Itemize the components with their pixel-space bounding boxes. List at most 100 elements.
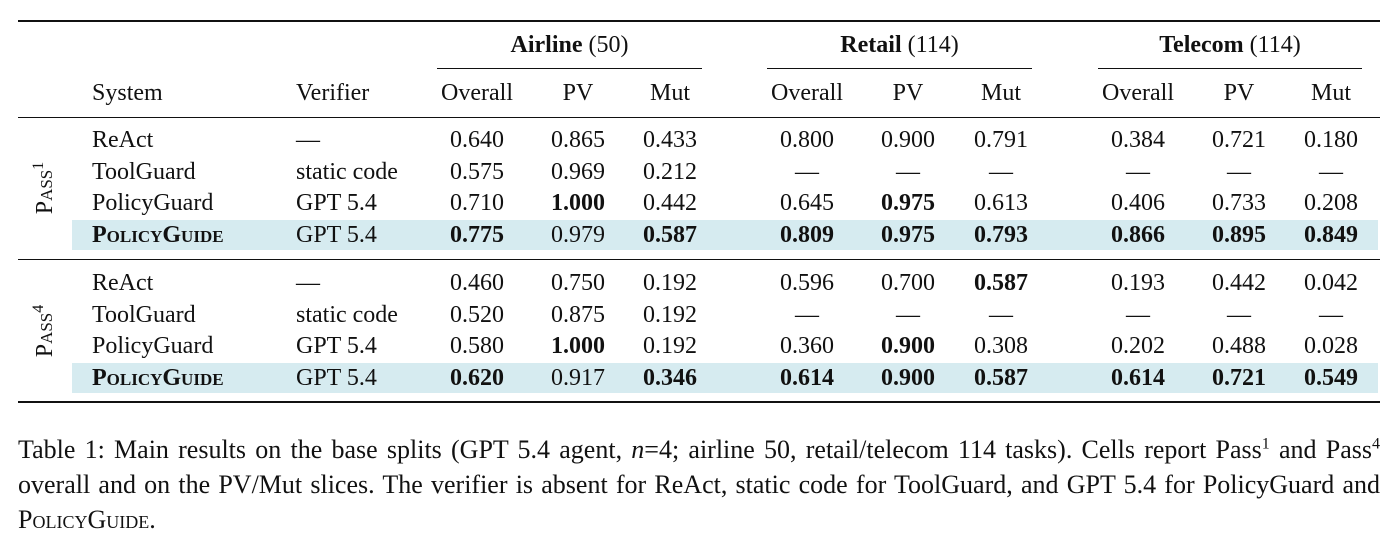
value-cell: 0.460 [450, 270, 504, 296]
value-cell: 0.791 [974, 127, 1028, 153]
section-label: Pass1 [30, 138, 59, 238]
value-cell: 0.875 [551, 301, 605, 328]
system: ToolGuard [92, 301, 196, 328]
value-cell: 0.613 [974, 190, 1028, 217]
system: PolicyGuard [92, 190, 214, 217]
value-cell: 0.596 [780, 270, 834, 296]
value-cell: 0.360 [780, 333, 834, 360]
value-cell: — [1227, 158, 1251, 185]
value-cell: 0.917 [551, 365, 605, 392]
verifier: — [296, 270, 320, 296]
value-cell: 0.900 [881, 365, 935, 392]
value-cell: 0.346 [643, 365, 697, 392]
verifier: GPT 5.4 [296, 365, 377, 392]
column-header: PV [892, 80, 924, 106]
section-label: Pass4 [30, 281, 59, 381]
value-cell: 0.775 [450, 222, 504, 249]
verifier: — [296, 127, 320, 153]
value-cell: 0.721 [1212, 127, 1266, 153]
value-cell: 1.000 [551, 190, 605, 217]
verifier: GPT 5.4 [296, 222, 377, 249]
caption-text: and Pass [1269, 435, 1372, 464]
value-cell: — [1227, 301, 1251, 328]
value-cell: 0.975 [881, 190, 935, 217]
value-cell: 0.433 [643, 127, 697, 153]
group-header: Telecom (114) [1080, 31, 1380, 59]
value-cell: — [1319, 301, 1343, 328]
group-name: Telecom [1159, 32, 1244, 58]
caption-text: overall and on the PV/Mut slices. The ve… [18, 470, 1380, 499]
caption-text: Table 1: Main results on the base splits… [18, 435, 632, 464]
value-cell: 0.520 [450, 301, 504, 328]
system: PolicyGuide [92, 222, 224, 249]
value-cell: 0.793 [974, 222, 1028, 249]
value-cell: — [989, 158, 1013, 185]
header-verifier: Verifier [296, 80, 370, 106]
section-label-text: Pass [32, 169, 58, 214]
value-cell: 0.028 [1304, 333, 1358, 360]
value-cell: 0.710 [450, 190, 504, 217]
group-underline [437, 68, 702, 69]
verifier: GPT 5.4 [296, 190, 377, 217]
value-cell: 0.700 [881, 270, 935, 296]
value-cell: 0.900 [881, 333, 935, 360]
group-count: (50) [588, 32, 629, 58]
caption-text: =4; airline 50, retail/telecom 114 tasks… [644, 435, 1262, 464]
caption-text: . [149, 505, 156, 534]
value-cell: 0.721 [1212, 365, 1266, 392]
value-cell: 0.180 [1304, 127, 1358, 153]
value-cell: 0.208 [1304, 190, 1358, 217]
column-header: Mut [649, 80, 690, 106]
verifier: static code [296, 158, 398, 185]
system: PolicyGuard [92, 333, 214, 360]
group-count: (114) [1249, 32, 1301, 58]
value-cell: 0.549 [1304, 365, 1358, 392]
rule [18, 117, 1380, 118]
column-header: PV [562, 80, 594, 106]
system: ToolGuard [92, 158, 196, 185]
column-header: Overall [441, 80, 513, 106]
value-cell: — [1319, 158, 1343, 185]
rule [18, 259, 1380, 260]
system: ReAct [92, 270, 154, 296]
value-cell: 0.849 [1304, 222, 1358, 249]
caption-method: PolicyGuide [18, 505, 150, 534]
value-cell: 0.645 [780, 190, 834, 217]
header-system: System [92, 80, 163, 106]
verifier: GPT 5.4 [296, 333, 377, 360]
value-cell: 0.969 [551, 158, 605, 185]
system: ReAct [92, 127, 154, 153]
value-cell: — [1126, 301, 1150, 328]
group-underline [1098, 68, 1362, 69]
highlight-band [72, 363, 1378, 394]
column-header: Overall [771, 80, 843, 106]
caption-sup: 4 [1372, 435, 1380, 453]
caption-sup: 1 [1261, 435, 1270, 453]
value-cell: 0.865 [551, 127, 605, 153]
value-cell: 0.192 [643, 301, 697, 328]
value-cell: 0.580 [450, 333, 504, 360]
value-cell: 0.979 [551, 222, 605, 249]
value-cell: 0.640 [450, 127, 504, 153]
highlight-band [72, 220, 1378, 251]
group-count: (114) [907, 32, 959, 58]
column-header: Mut [1310, 80, 1351, 106]
value-cell: 0.620 [450, 365, 504, 392]
value-cell: 0.384 [1111, 127, 1165, 153]
value-cell: 0.733 [1212, 190, 1266, 217]
group-name: Airline [510, 32, 583, 58]
value-cell: — [795, 301, 819, 328]
value-cell: — [896, 158, 920, 185]
value-cell: 0.614 [780, 365, 834, 392]
value-cell: 0.750 [551, 270, 605, 296]
value-cell: 0.809 [780, 222, 834, 249]
value-cell: 0.587 [974, 270, 1028, 296]
rule [18, 401, 1380, 403]
value-cell: 0.406 [1111, 190, 1165, 217]
value-cell: 0.442 [1212, 270, 1266, 296]
section-label-text: Pass [32, 312, 58, 357]
value-cell: 0.975 [881, 222, 935, 249]
value-cell: 0.192 [643, 270, 697, 296]
value-cell: — [989, 301, 1013, 328]
